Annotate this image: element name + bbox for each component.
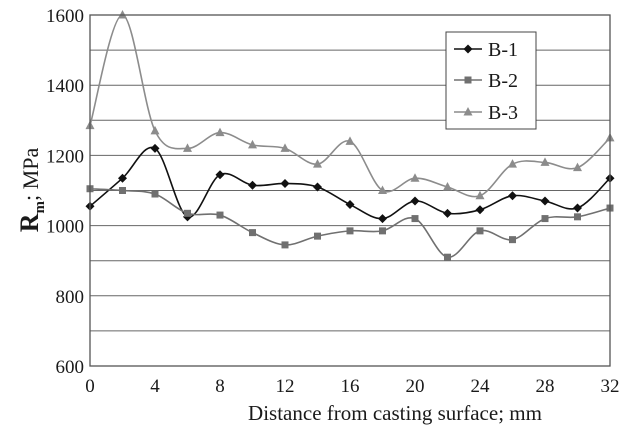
data-point-b-1 xyxy=(345,200,355,210)
y-tick-label: 800 xyxy=(56,287,85,308)
legend: B-1 B-2 B-3 xyxy=(445,31,537,130)
series-b-3 xyxy=(85,10,615,200)
data-point-b-3 xyxy=(443,181,452,191)
data-point-b-1 xyxy=(280,178,290,188)
x-tick-labels: 0 4 8 12 16 20 24 28 32 xyxy=(85,376,619,397)
data-point-b-3 xyxy=(118,10,127,19)
x-tick-label: 0 xyxy=(85,376,95,397)
data-point-b-3 xyxy=(540,157,550,166)
y-axis-title-sub: m xyxy=(32,200,48,213)
data-point-b-2 xyxy=(346,227,354,235)
y-axis-title: Rm; MPa xyxy=(15,148,48,233)
x-tick-label: 28 xyxy=(536,376,555,397)
data-point-b-3 xyxy=(410,173,420,182)
legend-marker-b-1 xyxy=(463,44,473,54)
data-point-b-1 xyxy=(313,182,322,192)
data-point-b-1 xyxy=(248,180,257,190)
x-tick-label: 12 xyxy=(276,376,295,397)
y-tick-label: 1600 xyxy=(46,6,84,27)
data-point-b-1 xyxy=(378,214,387,224)
data-point-b-3 xyxy=(573,162,582,172)
legend-label-b-1: B-1 xyxy=(488,39,518,61)
data-point-b-2 xyxy=(509,236,516,244)
data-point-b-2 xyxy=(314,232,321,240)
legend-marker-b-3 xyxy=(463,107,473,116)
y-tick-label: 600 xyxy=(56,357,85,378)
data-point-b-3 xyxy=(313,159,322,168)
y-axis-title-main: R xyxy=(15,213,44,232)
data-point-b-1 xyxy=(118,173,127,183)
x-tick-label: 20 xyxy=(406,376,425,397)
series-b-2 xyxy=(86,185,614,261)
data-point-b-1 xyxy=(540,196,550,206)
x-tick-label: 32 xyxy=(601,376,620,397)
data-point-b-3 xyxy=(378,185,387,194)
y-tick-label: 1000 xyxy=(46,217,84,238)
x-tick-label: 16 xyxy=(341,376,360,397)
y-tick-label: 1200 xyxy=(46,146,84,167)
data-point-b-2 xyxy=(249,229,256,237)
data-point-b-2 xyxy=(216,211,224,219)
x-tick-label: 4 xyxy=(150,376,160,397)
data-point-b-2 xyxy=(119,187,126,194)
data-point-b-2 xyxy=(151,190,159,198)
series-lines xyxy=(85,10,615,261)
x-axis-title: Distance from casting surface; mm xyxy=(248,401,542,425)
x-tick-label: 24 xyxy=(471,376,491,397)
data-point-b-1 xyxy=(410,196,420,206)
legend-label-b-2: B-2 xyxy=(488,70,518,92)
y-axis-title-rest: ; MPa xyxy=(18,148,43,201)
data-point-b-2 xyxy=(281,241,289,249)
data-point-b-3 xyxy=(248,139,257,149)
data-point-b-2 xyxy=(444,253,451,261)
data-point-b-1 xyxy=(215,170,225,180)
data-point-b-1 xyxy=(443,208,452,218)
data-point-b-3 xyxy=(345,136,355,145)
data-point-b-3 xyxy=(150,125,160,135)
data-point-b-1 xyxy=(573,203,582,213)
y-tick-label: 1400 xyxy=(46,76,84,97)
data-point-b-3 xyxy=(215,127,225,137)
data-point-b-2 xyxy=(184,209,191,217)
legend-marker-b-2 xyxy=(464,76,472,84)
data-point-b-3 xyxy=(475,190,485,200)
x-tick-label: 8 xyxy=(215,376,225,397)
data-point-b-2 xyxy=(541,215,549,223)
plot-frame xyxy=(89,14,611,367)
legend-label-b-3: B-3 xyxy=(488,102,518,124)
y-tick-labels: 600 800 1000 1200 1400 1600 xyxy=(46,6,84,378)
data-point-b-2 xyxy=(574,213,581,221)
data-point-b-1 xyxy=(475,205,485,215)
series-b-1 xyxy=(85,143,615,224)
data-point-b-2 xyxy=(411,215,419,223)
data-point-b-2 xyxy=(379,227,386,235)
data-point-b-1 xyxy=(508,191,517,201)
data-point-b-3 xyxy=(280,143,290,152)
data-point-b-2 xyxy=(476,227,484,235)
data-point-b-1 xyxy=(150,143,160,153)
data-point-b-3 xyxy=(508,159,517,168)
data-point-b-3 xyxy=(183,143,192,152)
